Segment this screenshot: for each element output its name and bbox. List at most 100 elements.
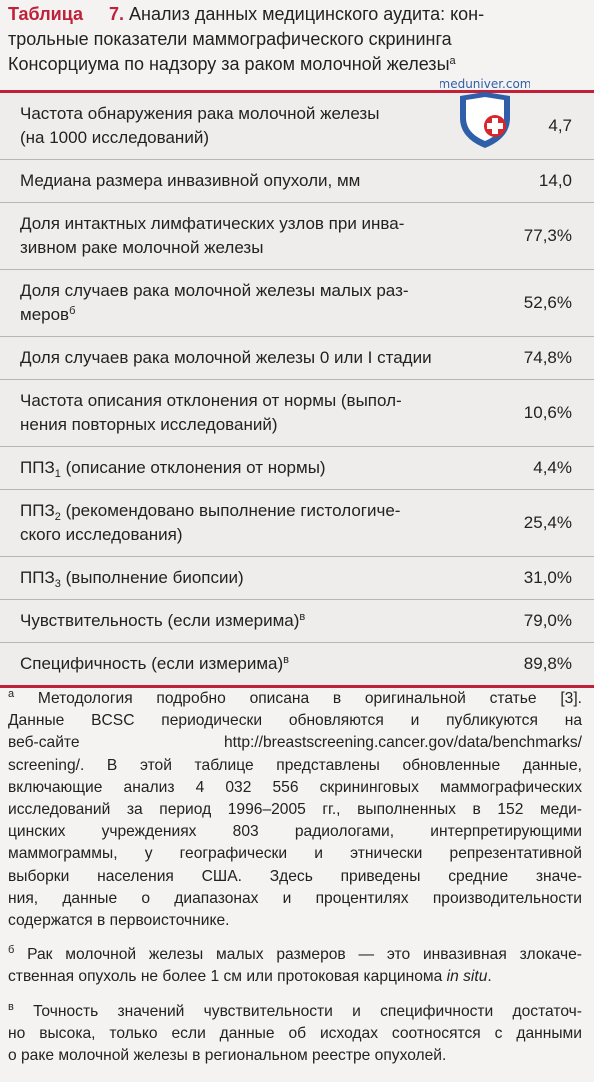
text-text: ППЗ [20,501,55,520]
text-text: Анализ данных медицинского аудита: кон- [124,4,485,24]
row-label: Чувствительность (если измерима)в [20,609,305,633]
text-text: исследований за период 1996–2005 гг., вы… [8,801,582,819]
text-text: Частота обнаружения рака молочной железы [20,104,380,123]
row-label: Частота описания отклонения от нормы (вы… [20,389,402,437]
footnote-line: а Методология подробно описана в оригина… [8,688,582,710]
text-sub: 2 [54,511,61,523]
caption-line: Консорциума по надзору за раком молочной… [8,52,582,77]
row-value: 4,4% [533,458,572,477]
table-row: ППЗ2 (рекомендовано выполнение гистологи… [0,489,594,556]
text-text: Консорциума по надзору за раком молочной… [8,54,450,74]
footnote-line: содержатся в первоисточнике. [8,910,582,932]
footnote-line: Данные BCSC периодически обновляются и п… [8,710,582,732]
text-text: Специфичность (если измерима) [20,654,284,673]
footnote: в Точность значений чувствительности и с… [8,1001,582,1068]
row-label: Частота обнаружения рака молочной железы… [20,102,379,150]
footnote: б Рак молочной железы малых размеров — э… [8,944,582,988]
row-label: Доля интактных лимфатических узлов при и… [20,212,404,260]
table-row: Медиана размера инвазивной опухоли, мм 14… [0,159,594,202]
row-value: 25,4% [523,513,572,532]
label-line: Доля случаев рака молочной железы 0 или … [20,346,432,370]
label-line: ППЗ1 (описание отклонения от нормы) [20,456,326,480]
text-sub: 1 [54,468,61,480]
text-i: in situ [446,968,488,986]
table-row: Доля интактных лимфатических узлов при и… [0,202,594,269]
caption-line: трольные показатели маммографического ск… [8,27,582,52]
text-text: Частота описания отклонения от нормы (вы… [20,391,402,410]
label-line: Специфичность (если измерима)в [20,652,289,676]
footnote-line: выборки населения США. Здесь приведены с… [8,866,582,888]
text-text: меров [20,305,70,324]
table-row: ППЗ1 (описание отклонения от нормы) 4,4% [0,446,594,489]
text-sup: б [69,305,76,317]
table-row: ППЗ3 (выполнение биопсии) 31,0% [0,556,594,599]
watermark: meduniver.com [440,78,530,148]
footnote-line: screening/. В этой таблице представлены … [8,755,582,777]
caption-line: Таблица 7. Анализ данных медицинского ауд… [8,2,582,27]
text-text: Доля интактных лимфатических узлов при и… [20,214,405,233]
row-label: ППЗ1 (описание отклонения от нормы) [20,456,326,480]
row-label: ППЗ3 (выполнение биопсии) [20,566,244,590]
text-sup: в [8,1000,14,1013]
label-line: Доля интактных лимфатических узлов при и… [20,212,404,236]
text-text: (на 1000 исследований) [20,128,209,147]
watermark-text: meduniver.com [440,78,530,91]
text-text: (рекомендовано выполнение гистологиче- [60,501,401,520]
table-row: Доля случаев рака молочной железы 0 или … [0,336,594,379]
text-text: нения повторных исследований) [20,415,278,434]
label-line: нения повторных исследований) [20,413,402,437]
text-text: цинских учреждениях 803 радиологами, инт… [8,823,582,841]
text-sub: 3 [54,578,61,590]
row-value: 4,7 [548,116,572,135]
row-label: Доля случаев рака молочной железы малых … [20,279,409,327]
text-text: веб-сайте http://breastscreening.cancer.… [8,734,582,752]
row-label: Специфичность (если измерима)в [20,652,289,676]
text-text: . [487,968,492,986]
row-value: 14,0 [538,171,572,190]
text-text: о раке молочной железы в региональном ре… [8,1047,447,1065]
footnotes: а Методология подробно описана в оригина… [8,688,582,1079]
label-line: (на 1000 исследований) [20,126,379,150]
footnote-line: о раке молочной железы в региональном ре… [8,1045,582,1067]
footnote-line: маммограммы, у географически и этнически… [8,843,582,865]
text-text: ния, данные о диапазонах и процентилях п… [8,889,582,907]
text-text: Чувствительность (если измерима) [20,611,300,630]
text-text: screening/. В этой таблице представлены … [8,756,582,774]
label-line: Медиана размера инвазивной опухоли, мм [20,169,360,193]
label-line: зивном раке молочной железы [20,236,404,260]
row-value: 31,0% [523,568,572,587]
label-line: ского исследования) [20,523,400,547]
text-sup: а [449,55,456,67]
text-sup: а [8,688,15,700]
table-caption: Таблица 7. Анализ данных медицинского ауд… [8,2,582,77]
text-text: трольные показатели маммографического ск… [8,29,452,49]
row-label: Доля случаев рака молочной железы 0 или … [20,346,432,370]
footnote-line: ственная опухоль не более 1 см или прото… [8,966,582,988]
text-sup: в [283,654,290,666]
footnote-line: включающие анализ 4 032 556 скрининговых… [8,777,582,799]
text-text: ственная опухоль не более 1 см или прото… [8,968,447,986]
footnote-line: исследований за период 1996–2005 гг., вы… [8,799,582,821]
footnote-line: б Рак молочной железы малых размеров — э… [8,944,582,966]
text-text: ского исследования) [20,525,183,544]
table-row: Частота обнаружения рака молочной железы… [0,93,594,159]
row-value: 89,8% [523,654,572,673]
label-line: ППЗ2 (рекомендовано выполнение гистологи… [20,499,400,523]
text-text: Рак молочной железы малых размеров — это… [14,946,582,964]
text-text: ППЗ [20,458,55,477]
text-text: Доля случаев рака молочной железы малых … [20,281,409,300]
text-text: выборки населения США. Здесь приведены с… [8,867,582,885]
label-line: Частота обнаружения рака молочной железы [20,102,379,126]
label-line: Частота описания отклонения от нормы (вы… [20,389,402,413]
row-label: ППЗ2 (рекомендовано выполнение гистологи… [20,499,400,547]
text-text: Данные BCSC периодически обновляются и п… [8,712,582,730]
footnote-line: в Точность значений чувствительности и с… [8,1001,582,1023]
text-text: Доля случаев рака молочной железы 0 или … [20,348,432,367]
footnote-line: ния, данные о диапазонах и процентилях п… [8,888,582,910]
footnote: а Методология подробно описана в оригина… [8,688,582,932]
row-value: 10,6% [523,403,572,422]
text-text: включающие анализ 4 032 556 скрининговых… [8,778,582,796]
label-line: Чувствительность (если измерима)в [20,609,305,633]
text-text: Медиана размера инвазивной опухоли, мм [20,171,361,190]
